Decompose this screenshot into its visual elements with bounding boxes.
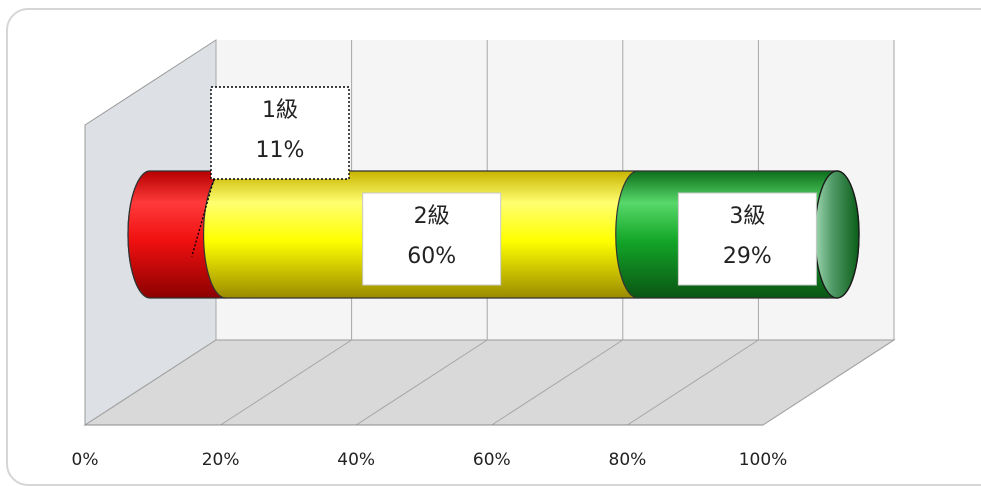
- bar-end-cap: [814, 170, 860, 299]
- data-label-value: 11%: [256, 138, 305, 163]
- x-tick-label: 20%: [202, 450, 240, 470]
- gridline-floor: [491, 339, 624, 426]
- x-tick-label: 0%: [72, 450, 99, 470]
- data-label-name: 1級: [262, 98, 298, 123]
- data-label-name: 3級: [729, 204, 765, 229]
- floor: [83, 339, 896, 426]
- data-label-box: [362, 192, 502, 286]
- gridline-floor: [84, 339, 217, 426]
- gridline-floor: [762, 339, 895, 426]
- leader-line: [191, 178, 215, 257]
- data-label-box: [210, 86, 350, 180]
- data-label-value: 29%: [723, 244, 772, 269]
- x-tick-label: 60%: [473, 450, 511, 470]
- x-tick-label: 40%: [337, 450, 375, 470]
- gridline-floor: [355, 339, 488, 426]
- x-axis-tick-labels: 0% 20% 40% 60% 80% 100%: [72, 450, 788, 470]
- gridline-floor: [220, 339, 352, 426]
- x-tick-label: 80%: [609, 450, 647, 470]
- data-label-value: 60%: [407, 244, 456, 269]
- data-label-box: [677, 192, 817, 286]
- bar-left-edge: [127, 170, 151, 299]
- data-label-name: 2級: [414, 204, 450, 229]
- leader-lines: [191, 178, 215, 257]
- x-tick-label: 100%: [739, 450, 788, 470]
- gridline-floor: [627, 339, 759, 426]
- data-labels: 1級 11% 2級 60% 3級 29%: [210, 86, 817, 286]
